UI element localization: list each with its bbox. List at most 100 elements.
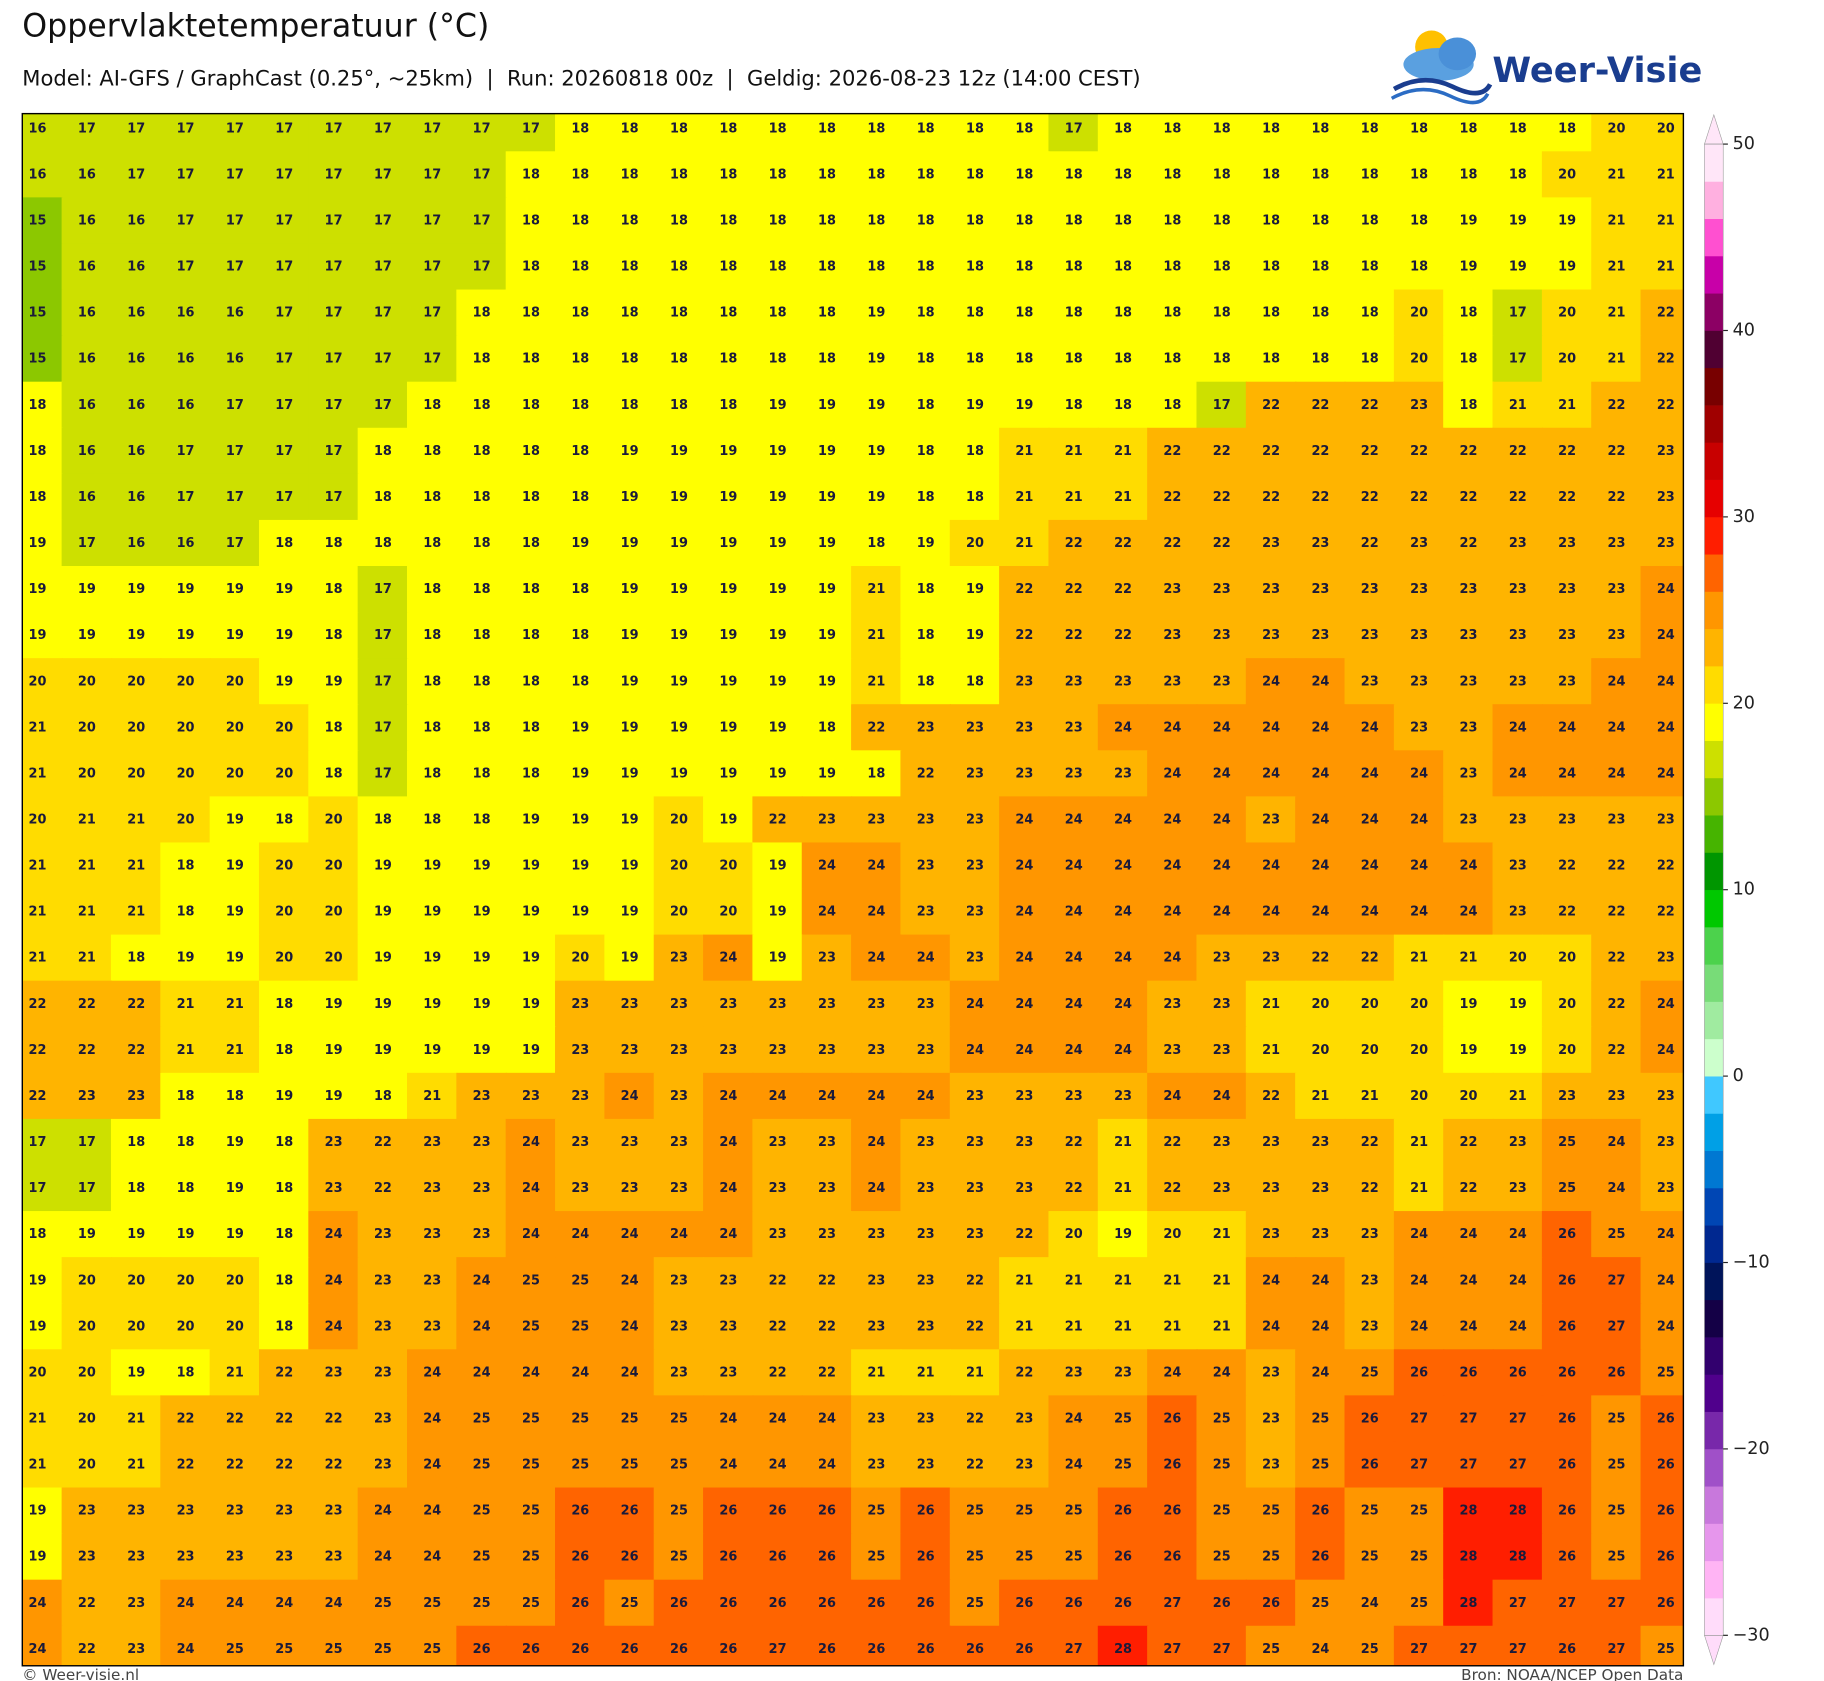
temperature-cell <box>22 243 63 291</box>
temperature-label: 27 <box>1608 1273 1626 1288</box>
temperature-label: 18 <box>1163 214 1181 229</box>
temperature-label: 24 <box>1459 1319 1477 1334</box>
temperature-label: 21 <box>867 628 885 643</box>
temperature-label: 18 <box>522 260 540 275</box>
temperature-cell <box>999 1349 1050 1397</box>
temperature-label: 19 <box>818 582 836 597</box>
temperature-cell <box>1196 1303 1247 1351</box>
temperature-label: 18 <box>1114 352 1132 367</box>
temperature-label: 22 <box>275 1458 293 1473</box>
temperature-cell <box>1048 888 1099 936</box>
temperature-cell <box>1245 658 1297 706</box>
temperature-cell <box>653 1487 705 1535</box>
temperature-label: 24 <box>1657 997 1675 1012</box>
temperature-label: 23 <box>1459 813 1477 828</box>
temperature-cell <box>1393 1349 1445 1397</box>
temperature-cell <box>456 519 507 568</box>
temperature-cell <box>22 1164 63 1213</box>
temperature-cell <box>999 1579 1050 1627</box>
temperature-cell <box>949 427 1001 476</box>
temperature-label: 19 <box>127 1365 145 1380</box>
temperature-label: 28 <box>1114 1642 1132 1657</box>
temperature-label: 23 <box>1163 582 1181 597</box>
temperature-cell <box>209 1579 261 1627</box>
temperature-label: 22 <box>1361 536 1379 551</box>
temperature-cell <box>308 1441 359 1489</box>
temperature-label: 18 <box>423 628 441 643</box>
temperature-cell <box>1245 750 1297 798</box>
temperature-cell <box>110 1164 162 1213</box>
temperature-label: 23 <box>966 766 984 781</box>
temperature-cell <box>851 1625 902 1666</box>
temperature-label: 18 <box>1459 167 1477 182</box>
temperature-label: 26 <box>1657 1550 1675 1565</box>
temperature-cell <box>1541 289 1593 337</box>
temperature-cell <box>1344 980 1396 1028</box>
temperature-label: 24 <box>1509 1319 1527 1334</box>
temperature-cell <box>505 1303 557 1351</box>
temperature-label: 25 <box>1015 1504 1033 1519</box>
temperature-label: 22 <box>1213 444 1231 459</box>
temperature-label: 17 <box>275 490 293 505</box>
temperature-cell <box>1443 243 1494 291</box>
temperature-label: 18 <box>1262 121 1280 136</box>
temperature-cell <box>1393 934 1445 982</box>
temperature-cell <box>308 980 359 1028</box>
temperature-cell <box>308 381 359 429</box>
temperature-label: 18 <box>522 306 540 321</box>
temperature-label: 24 <box>1065 951 1083 966</box>
temperature-label: 24 <box>1361 905 1379 920</box>
temperature-cell <box>61 1579 113 1627</box>
temperature-label: 24 <box>1311 905 1329 920</box>
temperature-cell <box>209 565 261 614</box>
temperature-label: 24 <box>1361 813 1379 828</box>
temperature-label: 20 <box>29 674 47 689</box>
temperature-cell <box>1492 335 1544 383</box>
temperature-cell <box>209 1349 261 1397</box>
temperature-label: 22 <box>769 1273 787 1288</box>
temperature-label: 24 <box>1262 720 1280 735</box>
temperature-cell <box>1541 1533 1593 1581</box>
temperature-cell <box>110 796 162 844</box>
temperature-cell <box>407 1026 458 1075</box>
temperature-cell <box>1591 612 1642 660</box>
temperature-label: 18 <box>769 306 787 321</box>
temperature-label: 22 <box>374 1135 392 1150</box>
temperature-label: 18 <box>719 260 737 275</box>
temperature-cell <box>1443 1349 1494 1397</box>
temperature-cell <box>801 1257 853 1305</box>
temperature-cell <box>1295 1487 1346 1535</box>
temperature-label: 20 <box>177 720 195 735</box>
temperature-cell <box>22 565 63 614</box>
temperature-label: 23 <box>818 951 836 966</box>
temperature-label: 23 <box>1213 628 1231 643</box>
temperature-label: 17 <box>423 121 441 136</box>
temperature-cell <box>505 1072 557 1121</box>
temperature-label: 19 <box>670 582 688 597</box>
temperature-cell <box>1393 704 1445 752</box>
temperature-cell <box>1147 473 1198 522</box>
temperature-label: 27 <box>1410 1411 1428 1426</box>
temperature-cell <box>1393 750 1445 798</box>
temperature-cell <box>209 1118 261 1167</box>
temperature-cell <box>209 934 261 982</box>
temperature-cell <box>505 704 557 752</box>
temperature-cell <box>456 1395 507 1443</box>
temperature-cell <box>752 842 803 890</box>
temperature-label: 22 <box>127 997 145 1012</box>
temperature-label: 23 <box>1015 720 1033 735</box>
temperature-cell <box>1393 565 1445 614</box>
temperature-label: 23 <box>127 1504 145 1519</box>
temperature-cell <box>1591 1072 1642 1121</box>
temperature-label: 18 <box>867 167 885 182</box>
temperature-label: 18 <box>966 121 984 136</box>
temperature-cell <box>1097 1349 1149 1397</box>
temperature-cell <box>1196 1533 1247 1581</box>
temperature-label: 21 <box>78 951 96 966</box>
temperature-label: 24 <box>1213 859 1231 874</box>
temperature-label: 17 <box>423 352 441 367</box>
temperature-cell <box>1048 1118 1099 1167</box>
temperature-label: 23 <box>769 1135 787 1150</box>
temperature-label: 18 <box>966 490 984 505</box>
